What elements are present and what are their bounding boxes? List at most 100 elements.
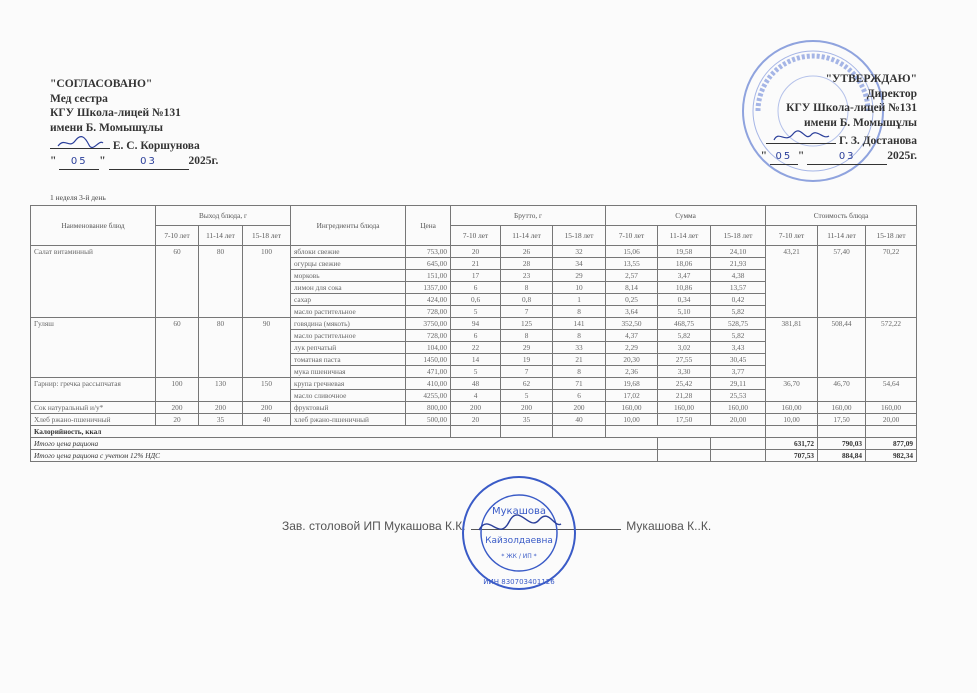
calories-label: Калорийность, ккал (29, 425, 452, 438)
ingredient-price: 151,00 (405, 269, 452, 282)
ingredient-sum: 5,10 (657, 305, 712, 318)
footer-signature: Зав. столовой ИП Мукашова К.К. Мукашова … (282, 519, 711, 533)
dish-yield: 80 (198, 245, 243, 318)
date-year: 2025г. (188, 154, 219, 167)
table-row: масло растительное 728,00 5 7 8 3,64 5,10 5,82 (31, 305, 917, 318)
header-age: 7-10 лет (155, 225, 199, 246)
ingredient-sum: 25,42 (657, 377, 712, 390)
total-vat-row: Итого цена рациона с учетом 12% НДС 707,… (29, 449, 918, 462)
ingredient-brutto: 62 (500, 377, 554, 390)
svg-text:Кайзолдаевна: Кайзолдаевна (485, 536, 553, 546)
ingredient-name: сахар (290, 293, 407, 306)
approval-org: КГУ Школа-лицей №131 (50, 107, 181, 119)
ingredient-sum: 24,10 (710, 245, 767, 258)
ingredient-brutto: 5 (450, 365, 502, 378)
ingredient-sum: 0,25 (605, 293, 659, 306)
ip-stamp: Мукашова Кайзолдаевна * ЖК / ИП * ИИН 83… (462, 476, 576, 590)
empty-cell (710, 449, 767, 462)
date-month: 03 (108, 155, 189, 170)
ingredient-brutto: 8 (552, 305, 607, 318)
dish-yield: 40 (241, 413, 292, 426)
ingredient-price: 800,00 (405, 401, 452, 414)
empty-cell (765, 425, 819, 438)
ingredient-brutto: 22 (450, 341, 502, 354)
approval-right: "УТВЕРЖДАЮ" Директор КГУ Школа-лицей №13… (761, 72, 917, 165)
dish-yield: 60 (155, 317, 199, 378)
ingredient-brutto: 20 (450, 245, 502, 258)
dish-yield: 100 (155, 377, 199, 402)
ingredient-sum: 20,00 (710, 413, 767, 426)
footer-right: Мукашова К..К. (626, 519, 712, 533)
header-age: 15-18 лет (241, 225, 292, 246)
header-ingredients: Ингредиенты блюда (290, 205, 407, 246)
ingredient-name: говядина (мякоть) (290, 317, 407, 330)
ingredient-sum: 20,30 (605, 353, 659, 366)
ingredient-sum: 3,30 (657, 365, 712, 378)
approval-role: Мед сестра (50, 92, 108, 105)
ingredient-price: 645,00 (405, 257, 452, 270)
total-vat-value: 884,84 (817, 449, 867, 462)
header-age: 11-14 лет (198, 225, 243, 246)
approval-signer: Г. З. Достанова (839, 135, 917, 147)
approval-title: "УТВЕРЖДАЮ" (825, 73, 917, 85)
dish-name: Гуляш (30, 317, 156, 378)
ingredient-brutto: 7 (500, 305, 554, 318)
total-value: 877,09 (865, 437, 918, 450)
ingredient-sum: 3,43 (710, 341, 767, 354)
ingredient-brutto: 5 (500, 389, 554, 402)
ingredient-price: 728,00 (405, 329, 452, 342)
ingredient-price: 471,00 (405, 365, 452, 378)
ingredient-sum: 17,02 (605, 389, 659, 402)
ingredient-brutto: 21 (552, 353, 607, 366)
ingredient-brutto: 141 (552, 317, 607, 330)
ingredient-name: томатная паста (290, 353, 407, 366)
dish-cost: 160,00 (817, 401, 867, 414)
calories-row: Калорийность, ккал (29, 425, 918, 438)
dish-cost: 20,00 (865, 413, 918, 426)
dish-name: Салат витаминный (30, 245, 156, 318)
ingredient-sum: 17,50 (657, 413, 712, 426)
empty-cell (500, 425, 554, 438)
school-stamp (742, 40, 884, 182)
header-age: 15-18 лет (710, 225, 767, 246)
ingredient-brutto: 6 (450, 281, 502, 294)
ingredient-sum: 25,53 (710, 389, 767, 402)
dish-yield: 150 (241, 377, 292, 402)
ingredient-brutto: 10 (552, 281, 607, 294)
signature-line (766, 130, 837, 144)
ingredient-brutto: 48 (450, 377, 502, 390)
ingredient-price: 728,00 (405, 305, 452, 318)
ingredient-sum: 13,55 (605, 257, 659, 270)
total-vat-label: Итого цена рациона с учетом 12% НДС (29, 449, 659, 462)
ingredient-brutto: 40 (552, 413, 607, 426)
ingredient-sum: 468,75 (657, 317, 712, 330)
ingredient-brutto: 35 (500, 413, 554, 426)
ingredient-sum: 160,00 (710, 401, 767, 414)
dish-cost: 70,22 (865, 245, 918, 318)
ingredient-name: огурцы свежие (290, 257, 407, 270)
ingredient-brutto: 34 (552, 257, 607, 270)
ingredient-sum: 0,42 (710, 293, 767, 306)
ingredient-price: 1450,00 (405, 353, 452, 366)
header-sum: Сумма (605, 205, 767, 226)
ingredient-brutto: 21 (450, 257, 502, 270)
total-row: Итого цена рациона 631,72 790,03 877,09 (29, 437, 918, 450)
ingredient-sum: 0,34 (657, 293, 712, 306)
ingredient-sum: 5,82 (710, 329, 767, 342)
dish-cost: 508,44 (817, 317, 867, 378)
table-row: лимон для сока 1357,00 6 8 10 8,14 10,86 13,57 (31, 281, 917, 294)
ingredient-sum: 4,38 (710, 269, 767, 282)
ingredient-brutto: 28 (500, 257, 554, 270)
table-row: масло сливочное 4255,00 4 5 6 17,02 21,28 25,53 (31, 389, 917, 402)
dish-cost: 17,50 (817, 413, 867, 426)
ingredient-price: 104,00 (405, 341, 452, 354)
table-row: томатная паста 1450,00 14 19 21 20,30 27,55 30,… (31, 353, 917, 366)
total-value: 631,72 (765, 437, 819, 450)
ingredient-brutto: 17 (450, 269, 502, 282)
table-row: Хлеб ржано-пшеничный 20 35 40 хлеб ржано-пше… (30, 413, 918, 426)
dish-cost: 36,70 (765, 377, 819, 402)
dish-yield: 200 (155, 401, 199, 414)
dish-yield: 130 (198, 377, 243, 402)
ingredient-brutto: 14 (450, 353, 502, 366)
dish-cost: 10,00 (765, 413, 819, 426)
